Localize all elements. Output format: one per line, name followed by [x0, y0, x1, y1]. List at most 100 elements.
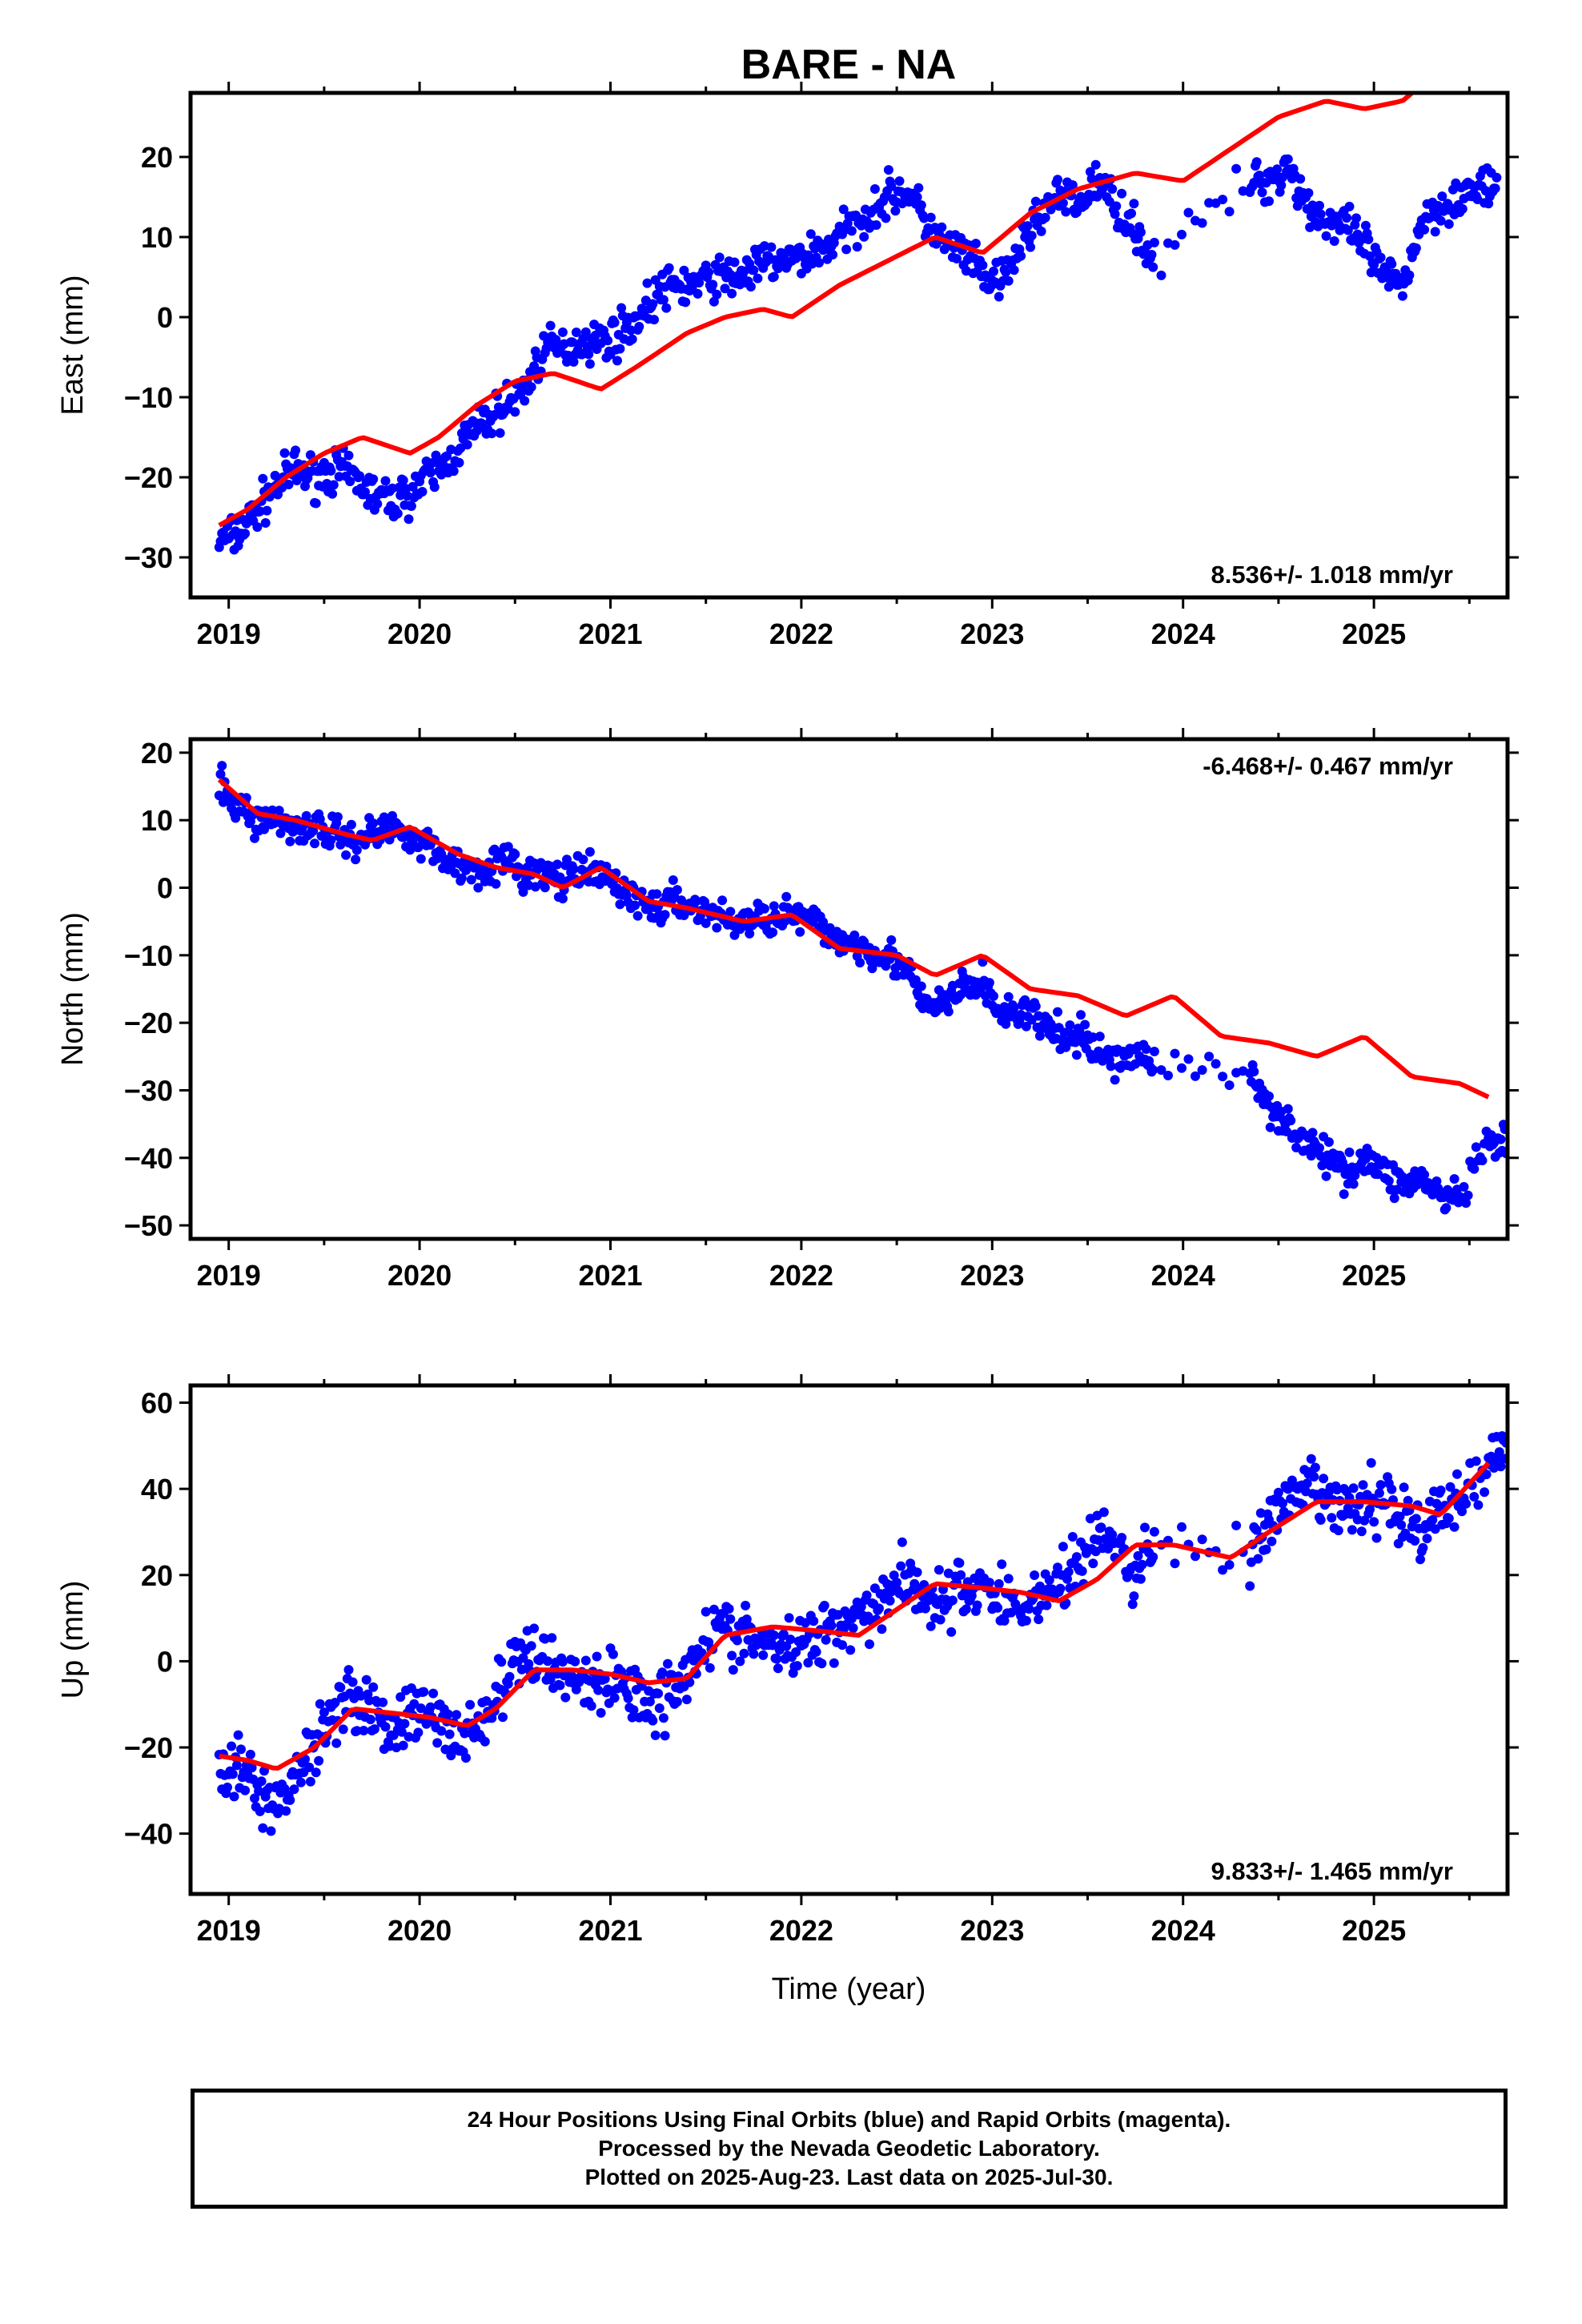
- data-point: [648, 299, 658, 309]
- data-point: [1218, 195, 1228, 205]
- data-point: [916, 981, 926, 991]
- data-point: [1149, 237, 1159, 247]
- data-point: [543, 1656, 553, 1667]
- data-point: [557, 1657, 568, 1667]
- data-point: [1009, 265, 1019, 275]
- data-point: [1218, 1072, 1228, 1082]
- x-tick-label: 2022: [769, 1259, 833, 1292]
- data-point: [989, 991, 998, 1001]
- data-point: [727, 1651, 737, 1661]
- data-point: [612, 356, 622, 366]
- data-point: [609, 317, 620, 328]
- data-point: [240, 1785, 251, 1795]
- data-point: [466, 875, 476, 885]
- data-point: [1443, 1514, 1454, 1524]
- data-point: [934, 1565, 944, 1575]
- data-point: [1348, 1483, 1359, 1494]
- data-point: [568, 356, 579, 367]
- data-point: [518, 887, 528, 897]
- data-point: [829, 1658, 839, 1668]
- data-point: [489, 410, 500, 420]
- data-point: [1106, 1061, 1116, 1072]
- data-point: [1321, 231, 1331, 241]
- data-point: [1104, 196, 1114, 207]
- data-point: [1302, 1478, 1312, 1489]
- data-point: [380, 1722, 391, 1732]
- data-point: [1430, 227, 1440, 237]
- data-point: [1342, 213, 1352, 223]
- data-point: [1191, 1071, 1200, 1081]
- data-point: [487, 428, 497, 439]
- data-point: [999, 1615, 1010, 1626]
- y-tick-label: 10: [141, 804, 173, 837]
- data-point: [1283, 154, 1293, 164]
- data-point: [1170, 1048, 1180, 1059]
- data-point: [1387, 1484, 1397, 1494]
- data-point: [1272, 164, 1283, 175]
- data-point: [283, 480, 294, 489]
- x-tick-label: 2024: [1151, 1914, 1215, 1947]
- data-point: [1365, 1504, 1375, 1514]
- data-point: [305, 1776, 315, 1787]
- data-point: [258, 473, 268, 484]
- data-point: [725, 1614, 736, 1624]
- data-point: [480, 1736, 490, 1747]
- data-point: [1129, 1591, 1139, 1602]
- data-point: [1141, 1044, 1151, 1054]
- data-point: [1264, 1091, 1274, 1101]
- data-point: [1117, 188, 1127, 199]
- data-point: [1463, 1190, 1473, 1200]
- data-point: [1026, 242, 1035, 252]
- data-point: [314, 1755, 324, 1766]
- data-point: [681, 1695, 692, 1705]
- data-points: [214, 154, 1502, 555]
- data-point: [1477, 1156, 1488, 1166]
- data-point: [1435, 1486, 1446, 1495]
- data-point: [428, 1688, 439, 1699]
- data-point: [819, 1600, 829, 1610]
- data-point: [1327, 1513, 1337, 1523]
- data-point: [586, 1701, 596, 1711]
- data-point: [885, 1595, 895, 1606]
- data-point: [266, 1826, 276, 1836]
- data-point: [1177, 1063, 1186, 1073]
- data-point: [461, 1753, 471, 1763]
- data-point: [821, 1634, 831, 1645]
- data-point: [739, 266, 749, 276]
- data-point: [1351, 213, 1361, 223]
- data-point: [994, 292, 1004, 302]
- y-tick-label: −10: [124, 381, 173, 414]
- data-point: [1053, 1007, 1062, 1017]
- data-point: [773, 1663, 783, 1674]
- data-point: [1492, 172, 1502, 183]
- data-point: [297, 822, 307, 833]
- data-point: [769, 271, 779, 282]
- data-point: [650, 1730, 661, 1740]
- data-point: [347, 1677, 358, 1687]
- data-point: [1197, 218, 1207, 228]
- data-point: [1261, 1544, 1271, 1554]
- data-point: [223, 1782, 232, 1792]
- data-point: [653, 1688, 664, 1699]
- x-tick-label: 2022: [769, 1914, 833, 1947]
- data-point: [1265, 1122, 1275, 1132]
- y-tick-label: −40: [124, 1818, 173, 1851]
- data-point: [1224, 207, 1235, 217]
- data-point: [1356, 1526, 1367, 1537]
- data-point: [1251, 157, 1262, 167]
- data-point: [615, 344, 625, 354]
- y-axis-label: North (mm): [56, 912, 90, 1066]
- data-point: [663, 1659, 673, 1669]
- data-point: [328, 480, 339, 490]
- data-point: [398, 475, 408, 485]
- x-tick-label: 2019: [197, 1914, 261, 1947]
- data-point: [1276, 180, 1287, 191]
- data-point: [741, 1614, 752, 1624]
- data-point: [590, 330, 600, 340]
- data-point: [1303, 188, 1314, 198]
- data-point: [311, 498, 321, 509]
- data-point: [256, 1776, 267, 1787]
- data-point: [421, 1719, 432, 1729]
- data-point: [1034, 1031, 1045, 1041]
- data-point: [1375, 1480, 1386, 1490]
